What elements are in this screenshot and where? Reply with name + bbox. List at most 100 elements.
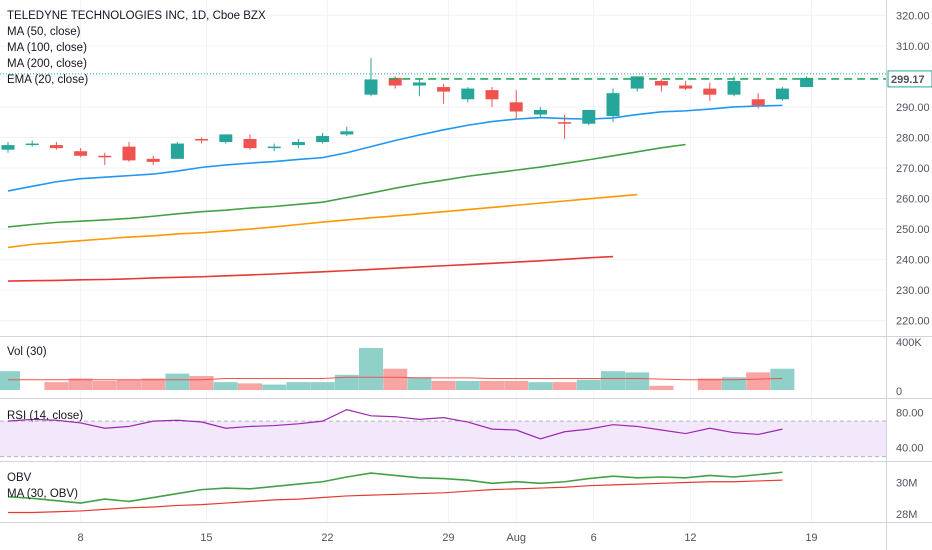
candle-body [219, 134, 233, 143]
candle-down [146, 155, 160, 165]
volume-bar [431, 380, 456, 390]
candle-body [388, 77, 402, 86]
candle-body [146, 158, 160, 162]
volume-bar [746, 372, 771, 390]
price-tick-label: 270.00 [896, 163, 930, 175]
obv-tick-label: 28M [896, 509, 917, 521]
volume-bar [165, 373, 190, 390]
candle-body [267, 146, 281, 149]
volume-label: Vol (30) [7, 346, 47, 358]
candle-down [751, 93, 765, 109]
volume-ma-line [8, 376, 783, 381]
candle-body [364, 79, 378, 95]
candle-down [98, 152, 112, 165]
volume-bar [262, 384, 287, 390]
candle-down [679, 80, 693, 91]
candle-body [558, 122, 572, 124]
candle-body [25, 143, 39, 146]
date-tick-label: 22 [321, 532, 333, 544]
volume-bar [310, 382, 335, 390]
candle-down [49, 142, 63, 150]
volume-bar [238, 383, 262, 390]
candle-up [1, 142, 15, 153]
candle-down [243, 134, 257, 150]
candle-up [267, 143, 281, 152]
candle-down [509, 90, 523, 120]
price-tick-label: 250.00 [896, 224, 930, 236]
candle-down [74, 148, 88, 158]
candle-body [195, 138, 209, 141]
candle-down [437, 84, 451, 104]
date-tick-label: 19 [805, 532, 817, 544]
ma200-line [7, 255, 614, 282]
candle-body [291, 142, 305, 146]
candle-up [582, 109, 596, 126]
date-tick-label: 12 [684, 532, 696, 544]
candle-up [219, 134, 233, 144]
main-legend: TELEDYNE TECHNOLOGIES INC, 1D, Cboe BZX … [7, 8, 266, 88]
candle-body [340, 131, 354, 135]
candle-body [49, 145, 63, 149]
candle-down [558, 114, 572, 139]
candle-body [509, 102, 523, 112]
candle-body [775, 88, 789, 100]
candle-body [800, 77, 814, 88]
ma50-line [7, 143, 686, 228]
legend-ema20[interactable]: EMA (20, close) [7, 74, 89, 86]
price-tick-label: 290.00 [896, 102, 930, 114]
symbol-title[interactable]: TELEDYNE TECHNOLOGIES INC, 1D, Cboe BZX [7, 10, 266, 22]
last-price-tag [887, 70, 932, 88]
candle-up [412, 79, 426, 97]
candle-down [485, 87, 499, 107]
candle-body [74, 151, 88, 156]
legend-ma200[interactable]: MA (200, close) [7, 58, 87, 70]
volume-tick-label: 0 [896, 386, 902, 398]
volume-bar [44, 382, 69, 390]
volume-bar [625, 372, 650, 390]
ma100-line [7, 193, 638, 249]
legend-ma100[interactable]: MA (100, close) [7, 42, 87, 54]
price-tick-label: 320.00 [896, 10, 930, 22]
candle-body [679, 85, 693, 89]
volume-bar [141, 378, 166, 390]
date-tick-label: 15 [200, 532, 212, 544]
obv-line [7, 471, 783, 504]
interval-label: 1D [191, 10, 207, 22]
candle-body [461, 88, 475, 100]
volume-legend[interactable]: Vol (30) [7, 344, 47, 360]
volume-bar [68, 378, 93, 390]
candle-up [170, 142, 184, 159]
volume-bar [649, 385, 674, 390]
candle-body [654, 80, 668, 86]
candle-up [800, 76, 814, 88]
date-tick-label: 6 [591, 532, 597, 544]
price-tick-label: 280.00 [896, 132, 930, 144]
legend-ma50[interactable]: MA (50, close) [7, 26, 81, 38]
volume-bar [359, 347, 383, 390]
obv-label: OBV [7, 472, 32, 484]
date-tick-label: Aug [506, 532, 526, 544]
volume-bar [189, 376, 214, 390]
symbol-name: TELEDYNE TECHNOLOGIES INC [7, 10, 186, 22]
candle-body [437, 87, 451, 92]
candle-down [195, 137, 209, 144]
obv-ma-line [8, 479, 783, 514]
obv-legend[interactable]: OBV MA (30, OBV) [7, 470, 78, 502]
candle-body [412, 82, 426, 86]
candle-up [340, 126, 354, 136]
candle-down [654, 79, 668, 92]
volume-bar [0, 371, 20, 390]
rsi-label: RSI (14, close) [7, 410, 84, 422]
candle-body [98, 155, 112, 158]
candle-body [606, 93, 620, 117]
volume-bar [334, 374, 359, 390]
rsi-legend[interactable]: RSI (14, close) [7, 408, 83, 424]
candle-body [1, 145, 15, 150]
obv-tick-label: 30M [896, 478, 917, 490]
candle-up [775, 87, 789, 101]
candle-body [727, 80, 741, 95]
candle-up [533, 106, 547, 118]
ema20-line [7, 104, 783, 192]
date-tick-label: 8 [78, 532, 84, 544]
